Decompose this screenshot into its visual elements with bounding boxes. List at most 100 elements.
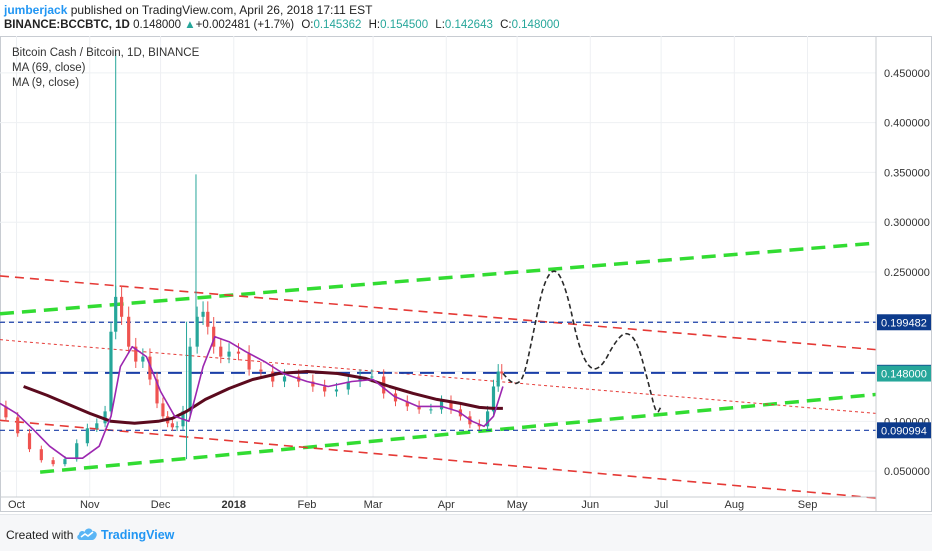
candle-body bbox=[75, 443, 79, 460]
candle-body bbox=[103, 411, 107, 424]
candle-body bbox=[370, 376, 374, 378]
grid bbox=[0, 36, 876, 497]
chart-frame bbox=[0, 36, 932, 512]
price-label-text: 0.148000 bbox=[881, 369, 927, 381]
x-tick-label: Jun bbox=[581, 499, 599, 511]
projection bbox=[502, 270, 662, 413]
horizontal-lines bbox=[0, 321, 876, 431]
candle-body bbox=[201, 311, 205, 317]
publish-line: jumberjack published on TradingView.com,… bbox=[4, 3, 372, 17]
candle-body bbox=[175, 426, 179, 428]
mid-channel-red bbox=[0, 339, 877, 414]
x-tick-label: Aug bbox=[725, 499, 745, 511]
candle-body bbox=[109, 331, 113, 412]
candle-body bbox=[247, 353, 251, 370]
candle-body bbox=[417, 406, 421, 410]
tradingview-cloud-icon bbox=[77, 528, 97, 540]
price-chart[interactable]: 0.0500000.1000000.1500000.2000000.250000… bbox=[0, 36, 932, 512]
candle-body bbox=[39, 449, 43, 461]
candle-body bbox=[95, 423, 99, 429]
candle-body bbox=[16, 417, 20, 434]
open-label: O: bbox=[301, 19, 314, 31]
price-axis: 0.0500000.1000000.1500000.2000000.250000… bbox=[884, 68, 930, 478]
high-value: 0.154500 bbox=[380, 19, 429, 31]
y-tick-label: 0.300000 bbox=[884, 217, 930, 229]
candle-body bbox=[206, 311, 210, 327]
y-tick-label: 0.350000 bbox=[884, 167, 930, 179]
legend-entry: MA (9, close) bbox=[12, 77, 79, 89]
candle-body bbox=[27, 433, 32, 450]
candle-body bbox=[500, 371, 504, 374]
x-tick-label: Apr bbox=[438, 499, 455, 511]
x-tick-label: 2018 bbox=[222, 499, 246, 511]
candle-body bbox=[155, 379, 159, 404]
symbol: BINANCE:BCCBTC, 1D bbox=[4, 19, 130, 31]
candle-body bbox=[236, 351, 241, 354]
footer: Created with TradingView bbox=[0, 514, 932, 551]
x-tick-label: Dec bbox=[151, 499, 171, 511]
candle-body bbox=[170, 423, 174, 428]
y-tick-label: 0.250000 bbox=[884, 267, 930, 279]
candle-body bbox=[212, 326, 216, 347]
price-label-box bbox=[877, 314, 931, 331]
candle-body bbox=[477, 424, 481, 427]
projection-path bbox=[502, 270, 662, 413]
ma-69-line bbox=[23, 370, 503, 425]
candle-body bbox=[449, 401, 453, 410]
price-change: +0.002481 (+1.7%) bbox=[195, 19, 295, 31]
candle-body bbox=[491, 386, 496, 412]
high-label: H: bbox=[368, 19, 381, 31]
close-label: C: bbox=[500, 19, 512, 31]
candle-body bbox=[496, 371, 500, 387]
x-tick-label: Mar bbox=[364, 499, 383, 511]
candle-body bbox=[195, 316, 199, 347]
candle-body bbox=[219, 346, 223, 357]
candle-body bbox=[259, 369, 263, 372]
x-tick-label: May bbox=[507, 499, 528, 511]
tradingview-link[interactable]: TradingView bbox=[101, 528, 175, 542]
published-text: published on TradingView.com, April 26, … bbox=[70, 3, 373, 17]
candle-body bbox=[120, 296, 124, 317]
candle-body bbox=[439, 401, 444, 410]
candle-body bbox=[346, 381, 350, 390]
price-label-text: 0.090994 bbox=[881, 425, 927, 437]
candle-body bbox=[127, 316, 131, 347]
candle-body bbox=[141, 356, 145, 362]
y-tick-label: 0.450000 bbox=[884, 68, 930, 80]
ma-9-line bbox=[0, 335, 504, 460]
candle-body bbox=[311, 381, 315, 387]
low-value: 0.142643 bbox=[444, 19, 493, 31]
candle-body bbox=[63, 459, 67, 465]
time-axis: Oct Nov Dec 2018 Feb Mar Apr May Jun Jul Aug Sep bbox=[8, 499, 817, 511]
legend-entry: Bitcoin Cash / Bitcoin, 1D, BINANCE bbox=[12, 47, 200, 59]
candle-body bbox=[334, 389, 339, 392]
close-value: 0.148000 bbox=[511, 19, 560, 31]
candle-body bbox=[148, 356, 152, 380]
author-link[interactable]: jumberjack bbox=[4, 3, 68, 17]
price-label-text: 0.199482 bbox=[881, 317, 927, 329]
y-tick-label: 0.050000 bbox=[884, 466, 930, 478]
x-tick-label: Nov bbox=[80, 499, 100, 511]
lower-channel-red bbox=[0, 419, 877, 499]
candle-body bbox=[485, 411, 490, 427]
candle-body bbox=[134, 346, 138, 362]
x-tick-label: Jul bbox=[654, 499, 668, 511]
upper-channel-green bbox=[0, 241, 877, 316]
moving-averages bbox=[0, 335, 504, 460]
x-tick-label: Oct bbox=[8, 499, 25, 511]
candle-body bbox=[405, 401, 409, 407]
candle-body bbox=[85, 428, 89, 444]
created-with-text: Created with bbox=[6, 528, 74, 542]
price-label-box bbox=[877, 365, 931, 382]
candle-body bbox=[51, 460, 55, 465]
last-price: 0.148000 bbox=[133, 19, 182, 31]
y-tick-label: 0.400000 bbox=[884, 118, 930, 130]
candle-body bbox=[188, 346, 192, 412]
candle-body bbox=[429, 409, 433, 411]
candle-body bbox=[323, 386, 327, 392]
low-label: L: bbox=[435, 19, 445, 31]
legend-entry: MA (69, close) bbox=[12, 62, 86, 74]
symbol-line: BINANCE:BCCBTC, 1D 0.148000 ▲+0.002481 (… bbox=[4, 19, 560, 31]
open-value: 0.145362 bbox=[313, 19, 362, 31]
trend-lines bbox=[0, 241, 877, 499]
